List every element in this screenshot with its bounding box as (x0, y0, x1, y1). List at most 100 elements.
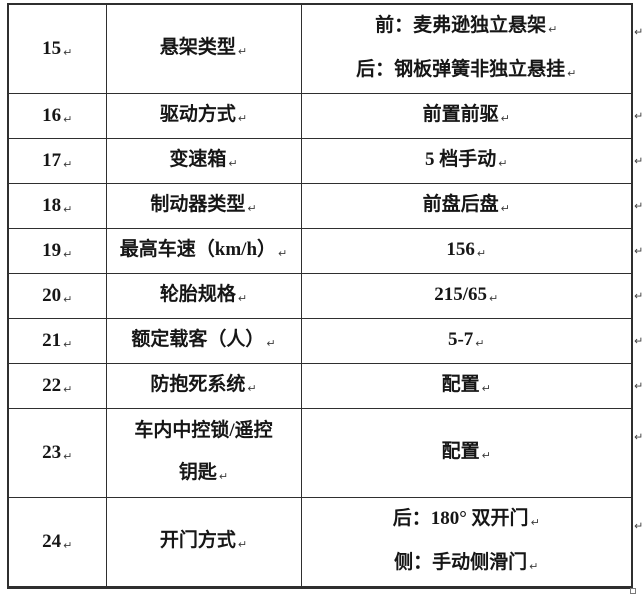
paragraph-mark-icon: ↵ (237, 45, 248, 58)
spec-label-line: 车内中控锁/遥控 (109, 410, 299, 452)
paragraph-mark-icon: ↵ (63, 113, 73, 126)
spec-label-line: 钥匙 ↵ (109, 452, 299, 496)
paragraph-mark-icon: ↵ (63, 450, 73, 463)
spec-value-text: 后：180° 双开门 (392, 508, 529, 529)
paragraph-mark-icon: ↵ (266, 337, 276, 350)
paragraph-mark-icon: ↵ (476, 247, 487, 260)
spec-value-line: 前：麦弗逊独立悬架 ↵ (304, 5, 630, 49)
cell-label: 开门方式 ↵ (105, 497, 302, 588)
cell-label: 驱动方式 ↵ (105, 93, 302, 139)
paragraph-mark-icon: ↵ (63, 248, 73, 261)
spec-value-line: 侧：手动侧滑门 ↵ (304, 542, 630, 586)
cell-value: 后：180° 双开门 ↵ 侧：手动侧滑门 ↵ (300, 497, 633, 588)
paragraph-mark-icon: ↵ (278, 247, 288, 260)
row-end-mark-icon: ↵ (634, 379, 643, 393)
paragraph-mark-icon: ↵ (247, 382, 257, 395)
cell-label: 制动器类型 ↵ (105, 183, 302, 229)
cell-label: 车内中控锁/遥控 钥匙 ↵ (105, 408, 302, 498)
paragraph-mark-icon: ↵ (481, 449, 491, 462)
spec-label-line: 最高车速（km/h） ↵ (109, 238, 299, 264)
table-row: 19 ↵ 最高车速（km/h） ↵ 156 ↵ (7, 228, 633, 274)
spec-label-text: 轮胎规格 (159, 284, 236, 305)
cell-value: 5-7 ↵ (300, 318, 633, 364)
row-number: 24 (42, 531, 62, 552)
cell-label: 悬架类型 ↵ (105, 3, 302, 94)
row-number: 18 (42, 195, 62, 216)
cell-number: 15 ↵ (7, 3, 107, 94)
spec-label-line: 轮胎规格 ↵ (109, 283, 299, 309)
spec-value-line: 配置 ↵ (304, 373, 630, 399)
table-resize-handle[interactable] (630, 588, 636, 594)
spec-label-line: 变速箱 ↵ (109, 148, 299, 174)
cell-value: 前盘后盘 ↵ (300, 183, 633, 229)
spec-value-line: 后：180° 双开门 ↵ (304, 498, 630, 542)
spec-value-text: 后：钢板弹簧非独立悬挂 (356, 59, 566, 80)
spec-label-line: 额定载客（人） ↵ (109, 328, 299, 354)
spec-label-text: 悬架类型 (159, 37, 236, 58)
cell-number: 16 ↵ (7, 93, 107, 139)
paragraph-mark-icon: ↵ (567, 67, 577, 80)
table-row: 23 ↵ 车内中控锁/遥控 钥匙 ↵ 配置 ↵ (7, 408, 633, 498)
spec-label-line: 制动器类型 ↵ (109, 193, 299, 219)
cell-value: 5 档手动 ↵ (300, 138, 633, 184)
cell-number: 19 ↵ (7, 228, 107, 274)
cell-value: 配置 ↵ (300, 408, 633, 498)
spec-value-line: 5-7 ↵ (304, 328, 630, 354)
row-end-mark-icon: ↵ (634, 244, 643, 258)
paragraph-mark-icon: ↵ (489, 292, 499, 305)
cell-value: 前：麦弗逊独立悬架 ↵ 后：钢板弹簧非独立悬挂 ↵ (300, 3, 633, 94)
spec-value-line: 配置 ↵ (304, 440, 630, 466)
row-end-mark-icon: ↵ (634, 289, 643, 303)
row-end-mark-icon: ↵ (634, 154, 643, 168)
row-end-mark-icon: ↵ (634, 199, 643, 213)
row-end-mark-icon: ↵ (634, 25, 643, 39)
cell-value: 配置 ↵ (300, 363, 633, 409)
paragraph-mark-icon: ↵ (63, 158, 73, 171)
paragraph-mark-icon: ↵ (247, 202, 257, 215)
row-number: 15 (42, 38, 62, 59)
row-number: 22 (42, 375, 62, 396)
paragraph-mark-icon: ↵ (530, 516, 540, 529)
spec-value-line: 156 ↵ (304, 238, 630, 264)
cell-number: 22 ↵ (7, 363, 107, 409)
paragraph-mark-icon: ↵ (63, 293, 73, 306)
spec-label-text: 制动器类型 (150, 194, 246, 215)
spec-value-text: 前盘后盘 (422, 194, 499, 215)
paragraph-mark-icon: ↵ (237, 292, 248, 305)
spec-table-body: 15 ↵ 悬架类型 ↵ 前：麦弗逊独立悬架 ↵ 后：钢板弹簧非独立悬挂 ↵ 16 ↵ 驱动方式 ↵ 前置… (7, 3, 633, 588)
paragraph-mark-icon: ↵ (63, 203, 73, 216)
table-row: 22 ↵ 防抱死系统 ↵ 配置 ↵ (7, 363, 633, 409)
cell-number: 23 ↵ (7, 408, 107, 498)
cell-number: 24 ↵ (7, 497, 107, 588)
spec-value-line: 215/65 ↵ (304, 283, 630, 309)
spec-label-text: 变速箱 (169, 149, 227, 170)
spec-value-line: 后：钢板弹簧非独立悬挂 ↵ (304, 49, 630, 93)
paragraph-mark-icon: ↵ (500, 202, 510, 215)
spec-label-line: 防抱死系统 ↵ (109, 373, 299, 399)
row-number: 21 (42, 330, 62, 351)
spec-label-line: 开门方式 ↵ (109, 529, 299, 555)
row-number: 19 (42, 240, 62, 261)
table-row: 16 ↵ 驱动方式 ↵ 前置前驱 ↵ (7, 93, 633, 139)
row-number: 23 (42, 442, 62, 463)
spec-value-line: 前盘后盘 ↵ (304, 193, 630, 219)
row-number: 17 (42, 150, 62, 171)
cell-label: 变速箱 ↵ (105, 138, 302, 184)
spec-value-text: 5 档手动 (425, 149, 497, 170)
paragraph-mark-icon: ↵ (63, 338, 73, 351)
spec-value-text: 215/65 (434, 284, 488, 305)
row-end-mark-icon: ↵ (634, 519, 643, 532)
table-row: 17 ↵ 变速箱 ↵ 5 档手动 ↵ (7, 138, 633, 184)
paragraph-mark-icon: ↵ (63, 539, 73, 552)
cell-number: 20 ↵ (7, 273, 107, 319)
cell-label: 防抱死系统 ↵ (105, 363, 302, 409)
paragraph-mark-icon: ↵ (529, 560, 539, 573)
spec-value-text: 156 (446, 239, 475, 260)
spec-label-text: 额定载客（人） (131, 329, 265, 350)
spec-value-line: 前置前驱 ↵ (304, 103, 630, 129)
cell-label: 额定载客（人） ↵ (105, 318, 302, 364)
spec-label-line: 悬架类型 ↵ (109, 36, 299, 62)
row-number: 16 (42, 105, 62, 126)
spec-label-text: 钥匙 (178, 462, 217, 483)
